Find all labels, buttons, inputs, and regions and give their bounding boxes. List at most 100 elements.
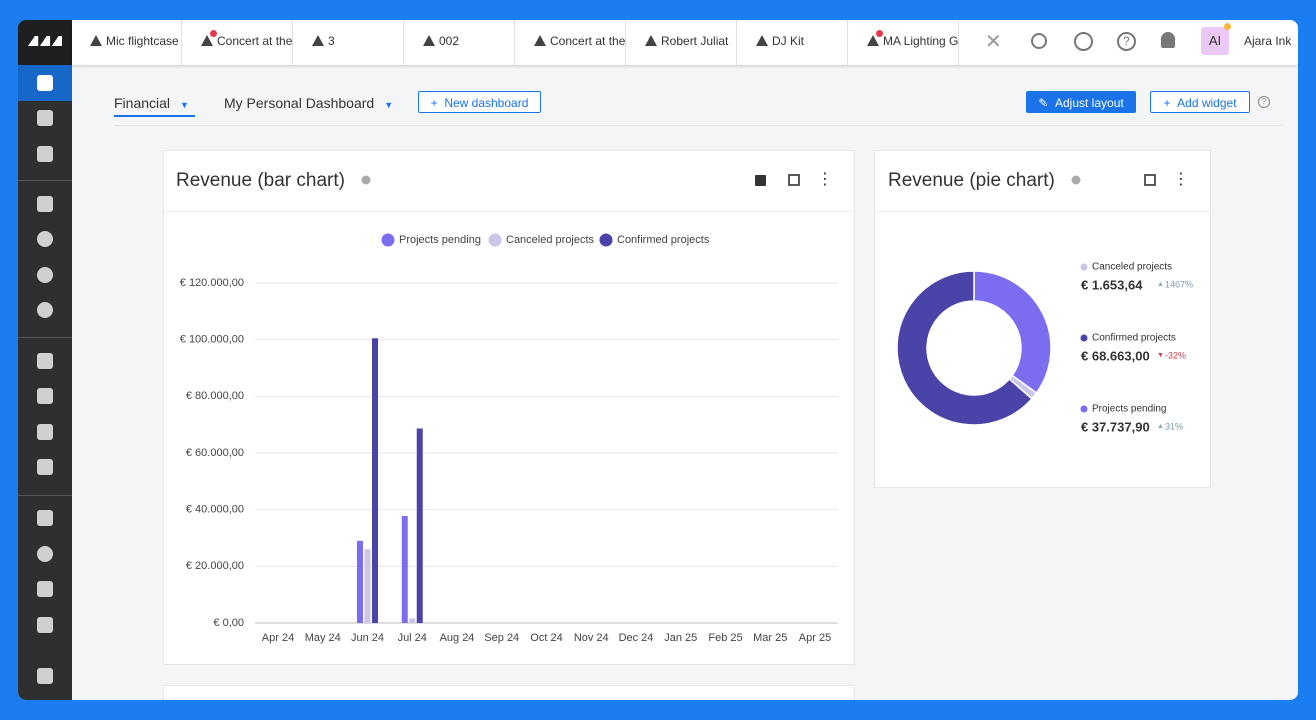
search-icon[interactable] xyxy=(1031,33,1047,49)
nav-dashboard[interactable] xyxy=(18,65,72,101)
dashboard-tab-label[interactable]: Financial xyxy=(114,95,171,111)
tab[interactable]: 3 xyxy=(294,20,404,65)
nav-calendar[interactable] xyxy=(37,110,53,126)
calendar-icon[interactable] xyxy=(755,175,766,186)
y-tick-label: € 20.000,00 xyxy=(186,560,244,572)
tab[interactable]: Robert Juliat xyxy=(627,20,737,65)
dashboard-tab[interactable]: My Personal Dashboard ▼ xyxy=(224,95,394,111)
change-arrow: ▲ xyxy=(1157,281,1164,288)
legend-swatch xyxy=(1080,334,1088,342)
dashboard-tab[interactable]: Financial ▼ xyxy=(114,95,189,111)
nav-equipment[interactable] xyxy=(37,353,53,369)
legend-value: € 1.653,64 xyxy=(1081,277,1143,292)
tab[interactable]: Mic flightcase xyxy=(72,20,182,65)
app-window: Mic flightcase Concert at the 3 002 Concert … xyxy=(18,20,1298,700)
open-icon[interactable] xyxy=(788,174,800,186)
nav-tasks[interactable] xyxy=(37,510,53,526)
legend-value: € 68.663,00 xyxy=(1081,348,1150,363)
nav-more[interactable] xyxy=(37,668,53,684)
nav-reports[interactable] xyxy=(37,617,53,633)
change-arrow: ▲ xyxy=(1157,423,1164,430)
avatar[interactable]: AI xyxy=(1201,27,1229,55)
open-icon[interactable] xyxy=(1144,174,1156,186)
info-icon[interactable] xyxy=(1071,175,1081,185)
menu-icon[interactable]: ⋮ xyxy=(817,171,833,188)
y-tick-label: € 120.000,00 xyxy=(180,277,244,289)
bar xyxy=(409,618,416,623)
status-dot xyxy=(1224,23,1231,30)
bar xyxy=(364,549,371,623)
nav-time[interactable] xyxy=(37,546,53,562)
menu-icon[interactable]: ⋮ xyxy=(1173,171,1189,188)
change-label: 31% xyxy=(1165,421,1183,431)
y-tick-label: € 100.000,00 xyxy=(180,334,244,346)
legend-label: Canceled projects xyxy=(1092,262,1172,273)
help-icon[interactable]: ? xyxy=(1117,32,1136,51)
legend-swatch xyxy=(1080,405,1088,413)
bar xyxy=(357,540,363,623)
legend-swatch xyxy=(599,233,613,247)
tab-label[interactable]: 002 xyxy=(439,34,460,48)
logo[interactable] xyxy=(18,20,72,65)
tab[interactable]: DJ Kit xyxy=(738,20,848,65)
pie-slice xyxy=(896,270,1033,426)
new-dashboard-button[interactable]: + New dashboard xyxy=(418,91,541,113)
nav-contacts[interactable] xyxy=(37,231,53,247)
nav-maintenance[interactable] xyxy=(37,581,53,597)
x-tick-label: May 24 xyxy=(305,632,341,644)
x-tick-label: Sep 24 xyxy=(484,632,519,644)
tab[interactable]: Concert at the xyxy=(516,20,626,65)
x-tick-label: Jul 24 xyxy=(398,632,427,644)
nav-transport[interactable] xyxy=(37,459,53,475)
tab-label[interactable]: DJ Kit xyxy=(772,34,805,48)
info-icon[interactable] xyxy=(361,175,371,185)
legend-swatch xyxy=(381,233,395,247)
legend-value: € 37.737,90 xyxy=(1081,419,1150,434)
tab-label[interactable]: Robert Juliat xyxy=(661,34,729,48)
active-underline xyxy=(114,115,195,117)
tab-bar: Mic flightcase Concert at the 3 002 Concert … xyxy=(72,20,1298,65)
tab-label[interactable]: 3 xyxy=(328,34,335,48)
tab-label[interactable]: Concert at the xyxy=(550,34,626,48)
dashboard-tab-label[interactable]: My Personal Dashboard xyxy=(224,95,375,111)
x-tick-label: Nov 24 xyxy=(574,632,609,644)
notifications-icon[interactable] xyxy=(1161,32,1175,48)
legend-label: Confirmed projects xyxy=(1092,333,1176,344)
nav-warehouse[interactable] xyxy=(37,146,53,162)
close-tabs[interactable]: ✕ xyxy=(985,31,1002,53)
tab-label[interactable]: MA Lighting G xyxy=(883,34,959,48)
tab[interactable]: Concert at the xyxy=(183,20,293,65)
change-label: -32% xyxy=(1165,350,1186,360)
x-tick-label: Jun 24 xyxy=(351,632,384,644)
user-name[interactable]: Ajara Ink xyxy=(1244,34,1292,48)
legend-label: Projects pending xyxy=(1092,404,1167,415)
button-label[interactable]: Add widget xyxy=(1177,96,1237,110)
legend-swatch xyxy=(1080,263,1088,271)
x-tick-label: Mar 25 xyxy=(753,632,787,644)
add-widget-button[interactable]: + Add widget xyxy=(1150,91,1250,113)
tab[interactable]: 002 xyxy=(405,20,515,65)
tab[interactable]: MA Lighting G xyxy=(849,20,959,65)
button-label[interactable]: New dashboard xyxy=(444,96,529,110)
button-label[interactable]: Adjust layout xyxy=(1055,96,1124,110)
nav-people[interactable] xyxy=(37,424,53,440)
bar xyxy=(401,516,408,623)
tab-label[interactable]: Concert at the xyxy=(217,34,293,48)
x-tick-label: Apr 25 xyxy=(799,632,831,644)
help-icon[interactable]: ? xyxy=(1258,96,1270,108)
nav-table[interactable] xyxy=(37,196,53,212)
nav-crew[interactable] xyxy=(37,388,53,404)
chart-title: Revenue (bar chart) xyxy=(176,170,345,191)
change-label: 1467% xyxy=(1165,279,1193,289)
x-tick-label: Apr 24 xyxy=(262,632,294,644)
nav-sync[interactable] xyxy=(37,267,53,283)
y-tick-label: € 60.000,00 xyxy=(186,447,244,459)
x-tick-label: Oct 24 xyxy=(530,632,562,644)
theme-icon[interactable] xyxy=(1074,32,1093,51)
nav-finance[interactable] xyxy=(37,302,53,318)
x-tick-label: Aug 24 xyxy=(440,632,475,644)
y-tick-label: € 80.000,00 xyxy=(186,390,244,402)
adjust-layout-button[interactable]: ✎ Adjust layout xyxy=(1026,91,1136,113)
tab-label[interactable]: Mic flightcase xyxy=(106,34,179,48)
